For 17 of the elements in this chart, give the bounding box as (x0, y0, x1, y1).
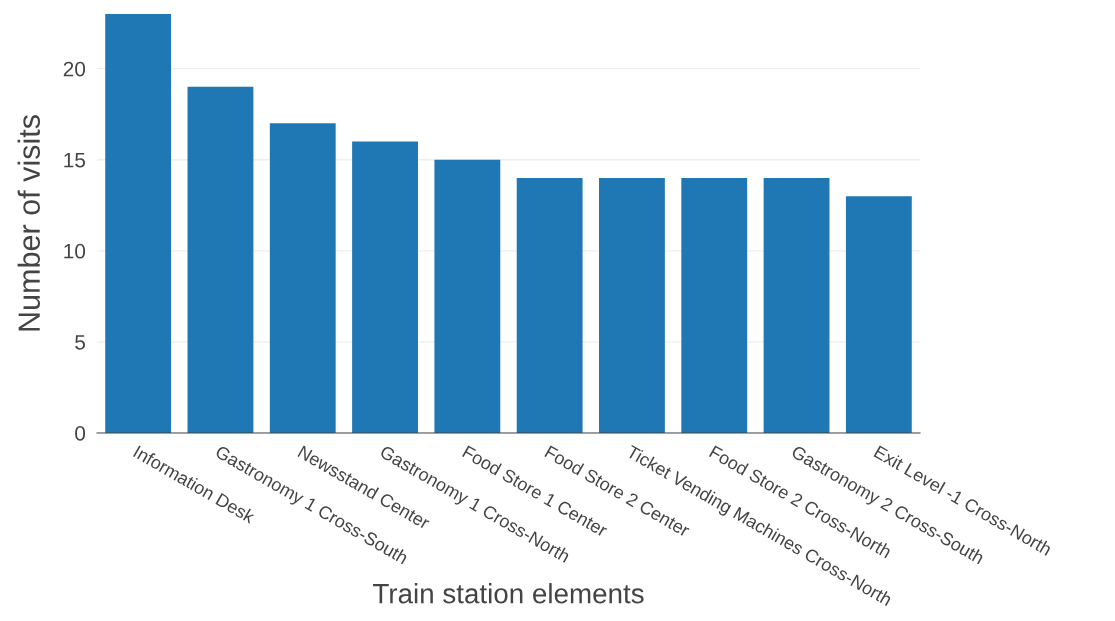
y-tick-label: 15 (64, 152, 86, 168)
bar (269, 123, 336, 433)
y-axis-title: Number of visits (17, 115, 41, 331)
bar (599, 177, 665, 433)
y-tick-label: 0 (75, 426, 86, 441)
bar (105, 14, 172, 433)
y-tick-label: 20 (63, 61, 86, 77)
bar (845, 196, 912, 433)
bar (763, 177, 830, 433)
bar (516, 177, 583, 433)
bar (187, 86, 254, 433)
y-tick-label: 5 (75, 335, 86, 350)
bar (434, 159, 501, 433)
bar (681, 177, 748, 433)
x-axis-title: Train station elements (373, 583, 644, 604)
bar (352, 141, 418, 433)
y-tick-label: 10 (64, 243, 86, 259)
